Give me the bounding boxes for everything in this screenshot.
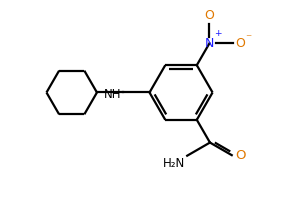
Text: H₂N: H₂N <box>163 157 185 171</box>
Text: N: N <box>205 37 214 50</box>
Text: NH: NH <box>104 88 121 101</box>
Text: O: O <box>236 37 246 50</box>
Text: O: O <box>236 149 246 162</box>
Text: +: + <box>214 29 221 38</box>
Text: O: O <box>204 9 214 22</box>
Text: ⁻: ⁻ <box>245 33 251 46</box>
